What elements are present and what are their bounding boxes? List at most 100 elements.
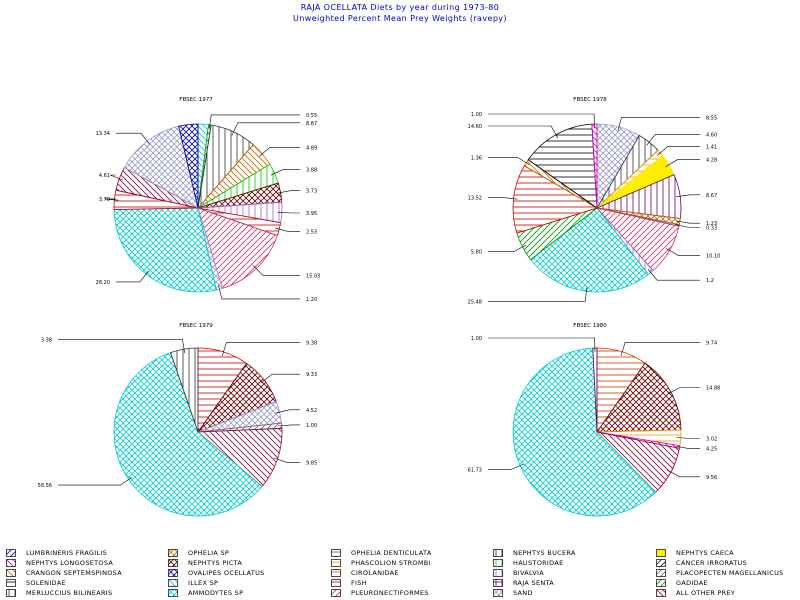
legend-item: NEPHTYS CAECA: [656, 548, 734, 558]
legend-label: HAUSTORIDAE: [513, 559, 564, 567]
slice-label: 1.00: [306, 423, 317, 429]
legend-swatch: [656, 589, 666, 597]
slice-label: 1.41: [706, 144, 717, 150]
legend-label: ALL OTHER PREY: [676, 589, 736, 597]
slice-label: 58.56: [38, 483, 52, 489]
legend-swatch: [6, 569, 16, 577]
legend-label: ILLEX SP: [188, 579, 219, 587]
slice-label: 1.00: [471, 336, 482, 342]
legend-swatch: [656, 549, 666, 557]
leader-line: [488, 125, 559, 139]
slice-label: 8.67: [706, 193, 717, 199]
leader-line: [58, 476, 133, 486]
legend-label: PLEURONECTIFORMES: [351, 589, 429, 597]
legend-swatch: [6, 549, 16, 557]
leader-line: [221, 342, 300, 356]
legend-swatch: [331, 569, 341, 577]
leader-line: [665, 159, 700, 168]
legend-item: ALL OTHER PREY: [656, 588, 735, 598]
legend-label: PLACOPECTEN MAGELLANICUS: [676, 569, 784, 577]
leader-line: [676, 194, 700, 197]
legend-label: AMMODYTES SP: [188, 589, 244, 597]
chart-subtitle: Unweighted Percent Mean Prey Weights (ra…: [293, 14, 507, 23]
slice-label: 1.2: [706, 278, 714, 284]
leader-line: [675, 445, 700, 450]
slice-label: 14.88: [706, 385, 720, 391]
slice-label: 9.38: [306, 340, 317, 346]
leader-line: [667, 469, 700, 478]
leader-line: [276, 190, 300, 194]
legend-swatch: [168, 559, 178, 567]
legend-label: MERLUCCIUS BILINEARIS: [26, 589, 113, 597]
slice-label: 0.33: [706, 226, 717, 232]
slice-label: 9.56: [706, 475, 717, 481]
slice-label: 3.88: [306, 167, 317, 173]
slice-label: 1.20: [306, 297, 317, 303]
leader-line: [665, 248, 700, 256]
leader-line: [58, 338, 185, 354]
slice-label: 3.95: [306, 211, 317, 217]
legend-swatch: [6, 559, 16, 567]
legend-item: NEPHTYS BUCERA: [493, 548, 576, 558]
slice-label: 4.61: [99, 173, 110, 179]
legend-label: BIVALVIA: [513, 569, 544, 577]
slice-label: 1.23: [706, 221, 717, 227]
legend-label: CRANGON SEPTEMSPINOSA: [26, 569, 122, 577]
legend-label: OPHELIA DENTICULATA: [351, 549, 432, 557]
legend-item: CRANGON SEPTEMSPINOSA: [6, 568, 122, 578]
legend-label: CANCER IRRORATUS: [676, 559, 747, 567]
leader-line: [676, 437, 700, 439]
leader-line: [104, 198, 119, 201]
leader-line: [488, 197, 518, 200]
legend-swatch: [493, 549, 503, 557]
legend-item: MERLUCCIUS BILINEARIS: [6, 588, 112, 598]
legend-item: PHASCOLION STROMBI: [331, 558, 431, 568]
leader-line: [209, 114, 300, 129]
leader-line: [277, 212, 300, 214]
pie-chart-3: FBSEC 1980 9.74 14.88 3.02 4.25 9.56 61.73 1.00: [468, 323, 720, 517]
slice-label: 4.60: [706, 132, 717, 138]
slice-label: 25.48: [468, 299, 482, 305]
leader-line: [109, 174, 124, 181]
leader-line: [675, 220, 700, 224]
slice-label: 4.28: [706, 158, 717, 164]
leader-line: [253, 265, 300, 277]
legend-label: SAND: [513, 589, 533, 597]
slice-label: 15.03: [306, 274, 320, 280]
legend-swatch: [6, 579, 16, 587]
leader-line: [488, 337, 596, 353]
leader-line: [260, 373, 300, 384]
pie-chart-0: FBSEC 1977 0.55 8.87 4.89 3.88 3.73 3.95 2.53 15…: [96, 97, 321, 303]
leader-line: [116, 132, 150, 145]
legend-label: CIROLANIDAE: [351, 569, 399, 577]
legend-item: GADIDAE: [656, 578, 708, 588]
slice-label: 1.36: [471, 155, 482, 161]
legend-swatch: [168, 579, 178, 587]
pie-chart-1: FBSEC 1978 8.55 4.60 1.41 4.28 8.67 1.230.33 10…: [468, 97, 721, 305]
leader-line: [270, 169, 300, 176]
legend-item: NEPHTYS PICTA: [168, 558, 242, 568]
leader-line: [620, 341, 700, 356]
slice-label: 3.70: [99, 197, 110, 203]
slice-label: 4.89: [306, 145, 317, 151]
leader-line: [218, 285, 300, 300]
legend-swatch: [331, 579, 341, 587]
legend-item: OPHELIA DENTICULATA: [331, 548, 432, 558]
leader-line: [488, 463, 524, 470]
legend-swatch: [656, 569, 666, 577]
legend-swatch: [493, 559, 503, 567]
legend-label: NEPHTYS LONGOSETOSA: [26, 559, 114, 567]
leader-line: [488, 287, 588, 302]
legend-item: SOLENIDAE: [6, 578, 66, 588]
slice-label: 1.00: [471, 112, 482, 118]
leader-line: [675, 224, 700, 228]
pie-slice: [178, 123, 199, 209]
leader-line: [488, 157, 530, 166]
leader-line: [646, 134, 700, 146]
legend-swatch: [6, 589, 16, 597]
legend-swatch: [168, 569, 178, 577]
legend-label: FISH: [351, 579, 367, 587]
leader-line: [617, 117, 700, 131]
legend-item: RAJA SENTA: [493, 578, 554, 588]
